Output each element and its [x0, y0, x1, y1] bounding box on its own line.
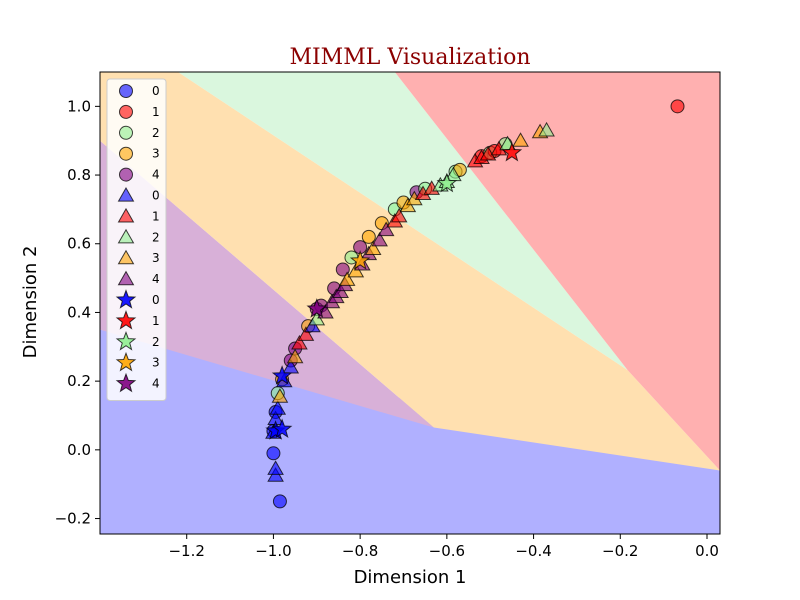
y-axis-label: Dimension 2	[20, 246, 41, 359]
decision-region-class-4	[100, 140, 434, 428]
legend-triangle-marker-class-0	[117, 187, 135, 202]
triangle-point-class-1	[390, 207, 408, 223]
triangle-point-class-3	[512, 132, 529, 147]
x-tick-label: −0.2	[602, 542, 638, 560]
legend-label: 2	[152, 126, 160, 140]
decision-regions	[100, 72, 720, 534]
triangle-point-class-3	[338, 271, 356, 286]
legend-label: 0	[152, 84, 160, 98]
star-point-class-4	[306, 298, 328, 318]
legend-label: 3	[152, 356, 160, 370]
x-tick-label: 0.0	[695, 542, 719, 560]
triangle-point-class-4	[377, 221, 395, 237]
y-axis: −0.2 0.0 0.2 0.4 0.6 0.8 1.0	[55, 97, 100, 528]
y-tick-label: 0.6	[67, 235, 91, 253]
legend-star-marker-class-2	[115, 330, 137, 351]
circle-point-class-0	[272, 494, 287, 509]
legend: 0 1 2 3 4 0 1 2 3 4 0 1 2 3 4	[106, 78, 167, 401]
legend-triangle-marker-class-1	[117, 207, 135, 223]
x-axis-label: Dimension 1	[354, 567, 467, 588]
plot-frame	[99, 71, 721, 535]
triangle-point-class-3	[364, 240, 382, 256]
y-tick-label: 0.8	[67, 166, 91, 184]
legend-label: 4	[152, 272, 160, 286]
decision-region-class-0	[100, 329, 720, 534]
legend-star-marker-class-1	[115, 310, 137, 330]
legend-label: 2	[152, 230, 160, 244]
triangle-point-class-0	[267, 460, 284, 475]
legend-label: 3	[152, 147, 160, 161]
legend-star-marker-class-3	[115, 351, 137, 372]
star-point-class-0	[271, 418, 293, 439]
triangle-point-class-3	[271, 388, 289, 403]
legend-star-marker-class-4	[115, 372, 137, 393]
legend-circle-marker-class-2	[119, 125, 133, 140]
circle-point-class-1	[670, 99, 685, 114]
legend-circle-marker-class-4	[119, 167, 133, 182]
y-tick-label: −0.2	[55, 510, 91, 528]
y-tick-label: 0.0	[67, 441, 91, 459]
legend-circle-marker-class-3	[119, 146, 133, 161]
x-tick-label: −0.4	[515, 542, 551, 560]
decision-region-class-3	[100, 72, 720, 471]
decision-region-class-1	[394, 72, 720, 471]
star-point-class-2	[436, 172, 458, 193]
legend-triangle-marker-class-2	[117, 228, 135, 244]
triangle-point-class-4	[371, 231, 388, 247]
legend-label: 0	[152, 189, 160, 203]
chart-title: MIMML Visualization	[289, 45, 530, 70]
legend-label: 0	[152, 293, 160, 307]
legend-triangle-marker-class-4	[117, 270, 135, 286]
star-point-class-1	[501, 141, 523, 162]
legend-star-marker-class-0	[115, 289, 137, 309]
x-axis: −1.2 −1.0 −0.8 −0.6 −0.4 −0.2 0.0	[168, 534, 719, 560]
x-tick-label: −0.8	[342, 542, 378, 560]
x-tick-label: −1.0	[255, 542, 291, 560]
triangle-point-class-3	[286, 348, 304, 364]
legend-label: 1	[152, 105, 160, 119]
triangle-point-class-1	[291, 334, 308, 350]
triangle-point-class-0	[269, 400, 287, 415]
circle-point-class-4	[335, 262, 350, 277]
y-tick-label: 0.2	[67, 372, 91, 390]
legend-label: 1	[152, 314, 160, 328]
legend-circle-marker-class-1	[119, 104, 133, 119]
legend-label: 2	[152, 335, 160, 349]
circle-point-class-0	[266, 446, 281, 461]
legend-triangle-marker-class-3	[117, 249, 135, 265]
y-tick-label: 1.0	[67, 97, 91, 115]
data-points	[265, 99, 685, 509]
star-point-class-0	[271, 365, 293, 385]
legend-circle-marker-class-0	[119, 84, 133, 98]
legend-label: 1	[152, 209, 160, 223]
triangle-point-class-1	[297, 326, 315, 341]
legend-label: 4	[152, 377, 160, 391]
x-tick-label: −0.6	[429, 542, 465, 560]
triangle-point-class-2	[538, 121, 555, 137]
legend-label: 4	[152, 168, 160, 182]
star-point-class-3	[349, 250, 371, 270]
x-tick-label: −1.2	[168, 542, 204, 560]
circle-point-class-3	[361, 229, 376, 244]
legend-label: 3	[152, 251, 160, 265]
y-tick-label: 0.4	[67, 303, 91, 321]
